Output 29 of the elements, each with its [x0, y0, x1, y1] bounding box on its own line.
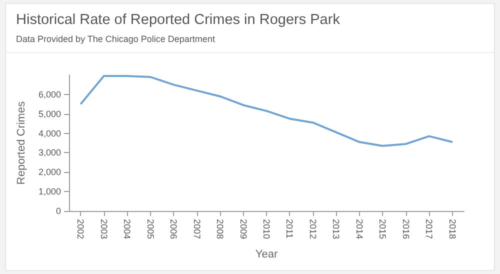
- line-series: [80, 74, 454, 147]
- x-tick-label: 2007: [192, 219, 202, 240]
- x-tick-label: 2006: [168, 219, 179, 240]
- x-tick-label: 2015: [378, 219, 388, 240]
- x-tick-label: 2012: [308, 219, 318, 240]
- y-tick-label: 4,000: [38, 128, 61, 138]
- chart-title: Historical Rate of Reported Crimes in Rogers Park: [16, 12, 340, 28]
- x-tick-label: 2004: [122, 219, 132, 240]
- x-tick-label: 2018: [447, 219, 458, 240]
- y-tick-label: 6,000: [38, 89, 61, 100]
- x-tick-label: 2003: [98, 219, 109, 240]
- x-tick-label: 2016: [400, 219, 411, 240]
- x-tick-label: 2013: [331, 219, 342, 240]
- x-tick-label: 2014: [354, 219, 364, 240]
- chart-subtitle: Data Provided by The Chicago Police Department: [16, 34, 215, 44]
- y-tick-label: 2,000: [38, 167, 61, 178]
- y-tick-label: 1,000: [38, 186, 61, 197]
- x-tick-label: 2008: [215, 219, 226, 240]
- x-tick-label: 2005: [145, 219, 156, 240]
- y-tick-label: 0: [56, 206, 61, 216]
- x-tick-label: 2009: [238, 219, 248, 240]
- x-tick-label: 2010: [262, 219, 272, 240]
- x-tick-label: 2017: [424, 219, 434, 240]
- x-tick-label: 2011: [284, 219, 295, 238]
- y-tick-label: 5,000: [38, 108, 61, 119]
- x-axis-title: Year: [255, 248, 278, 260]
- y-tick-label: 3,000: [38, 148, 61, 158]
- x-tick-label: 2002: [76, 219, 86, 240]
- y-axis-title: Reported Crimes: [16, 100, 28, 185]
